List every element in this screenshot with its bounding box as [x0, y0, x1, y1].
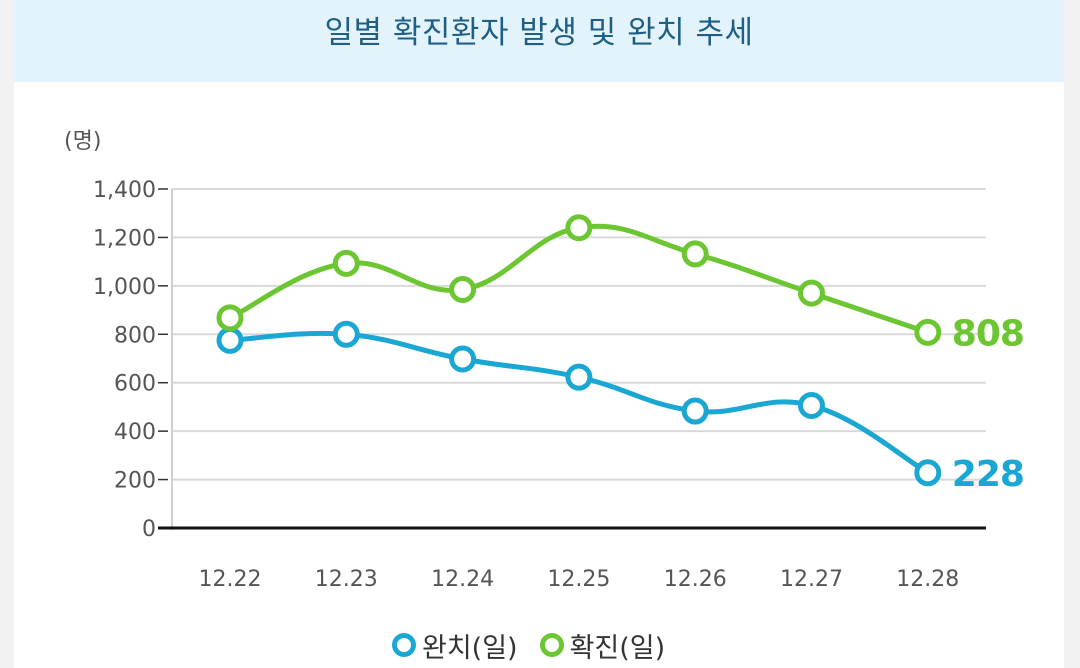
end-value-label-0: 228 — [952, 454, 1024, 495]
x-tick-label-12.28: 12.28 — [896, 567, 959, 592]
legend-marker-confirmed — [539, 633, 564, 657]
legend-marker-recovered — [392, 633, 416, 657]
y-tick-label-0: 0 — [142, 517, 156, 542]
end-value-label-1: 808 — [952, 313, 1024, 354]
data-point-1-12.25 — [565, 214, 593, 242]
y-tick-label-1200: 1,200 — [93, 226, 156, 251]
y-tick-label-800: 800 — [114, 323, 156, 348]
data-point-0-12.24 — [449, 345, 477, 373]
legend-label-confirmed: 확진(일) — [569, 632, 666, 664]
x-tick-label-12.23: 12.23 — [315, 567, 378, 592]
y-tick-label-400: 400 — [114, 420, 156, 445]
data-point-1-12.27 — [798, 279, 825, 307]
legend: 완치(일) 확진(일) — [392, 622, 665, 668]
x-tick-label-12.22: 12.22 — [199, 567, 262, 592]
y-axis-unit: (명) — [64, 129, 101, 154]
data-point-1-12.22 — [216, 304, 244, 332]
axes — [158, 189, 986, 530]
data-point-1-12.28 — [914, 318, 942, 346]
series-1: 808 — [216, 214, 1025, 354]
data-point-0-12.26 — [681, 397, 709, 425]
data-point-0-12.25 — [565, 363, 593, 391]
data-point-0-12.23 — [332, 320, 360, 348]
x-axis-ticks: 12.22 12.23 12.24 12.25 12.26 12.27 12.28 — [199, 567, 960, 592]
legend-item-recovered: 완치(일) — [392, 626, 518, 665]
y-tick-label-1400: 1,400 — [93, 178, 156, 203]
legend-item-confirmed: 확진(일) — [539, 626, 666, 665]
chart-title: 일별 확진환자 발생 및 완치 추세 — [324, 14, 754, 51]
chart-card: 일별 확진환자 발생 및 완치 추세 (명) 0 200 400 600 800 1,00… — [14, 0, 1064, 668]
x-tick-label-12.24: 12.24 — [431, 567, 494, 592]
data-point-0-12.28 — [914, 459, 942, 487]
y-tick-label-600: 600 — [114, 372, 156, 397]
data-point-1-12.23 — [332, 249, 360, 277]
data-point-0-12.27 — [798, 391, 825, 419]
series-group: 228 808 — [216, 214, 1025, 495]
y-tick-label-1000: 1,000 — [93, 275, 156, 300]
y-tick-label-200: 200 — [114, 469, 156, 494]
chart-header: 일별 확진환자 발생 및 완치 추세 — [14, 0, 1064, 82]
legend-label-recovered: 완치(일) — [422, 632, 518, 664]
series-line-1 — [227, 223, 931, 335]
data-point-1-12.26 — [681, 240, 709, 268]
data-point-1-12.24 — [449, 275, 477, 303]
data-point-0-12.22 — [216, 326, 244, 354]
y-axis-ticks: 0 200 400 600 800 1,000 1,200 1,400 — [93, 178, 168, 542]
x-tick-label-12.26: 12.26 — [664, 567, 727, 592]
x-tick-label-12.25: 12.25 — [547, 567, 610, 592]
x-tick-label-12.27: 12.27 — [780, 567, 843, 592]
series-0: 228 — [216, 320, 1025, 495]
